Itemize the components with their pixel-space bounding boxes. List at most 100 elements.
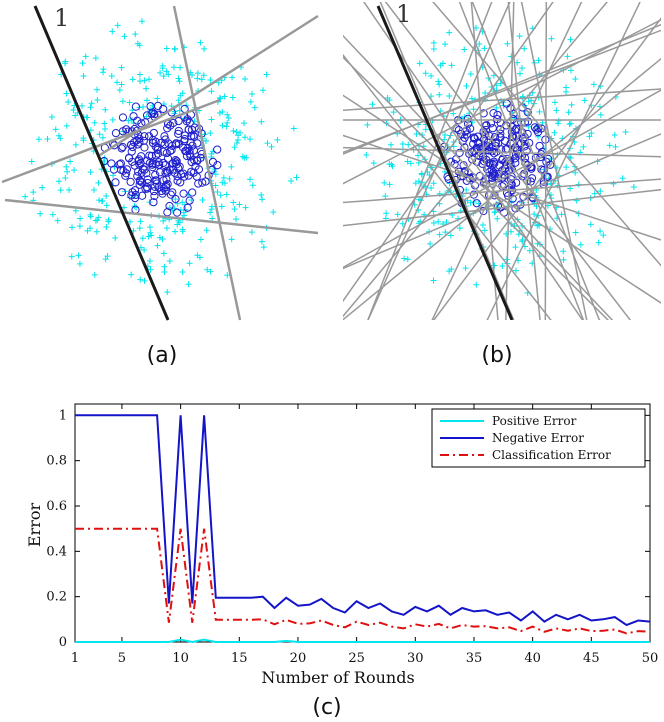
positive-marker <box>159 62 166 69</box>
negative-marker <box>496 133 505 142</box>
positive-marker <box>103 193 110 200</box>
negative-marker <box>176 178 185 187</box>
weak-line <box>432 2 661 267</box>
negative-marker <box>186 138 195 147</box>
positive-marker <box>446 180 453 187</box>
positive-marker <box>430 180 437 187</box>
positive-marker <box>481 227 488 234</box>
positive-marker <box>422 126 429 133</box>
positive-marker <box>586 133 593 140</box>
positive-marker <box>70 106 77 113</box>
weak-line <box>458 2 585 320</box>
negative-marker <box>159 158 168 168</box>
positive-marker <box>82 53 89 60</box>
positive-marker <box>448 62 455 69</box>
weak-line <box>379 2 515 320</box>
negative-marker <box>190 123 199 132</box>
positive-marker <box>468 95 475 102</box>
positive-marker <box>114 79 121 86</box>
positive-marker <box>128 271 135 278</box>
weak-line <box>343 133 661 270</box>
positive-marker <box>447 232 454 239</box>
negative-marker <box>185 196 194 205</box>
negative-marker <box>470 134 479 143</box>
positive-marker <box>137 244 144 251</box>
negative-marker <box>131 190 140 199</box>
positive-marker <box>558 211 565 218</box>
positive-marker <box>157 69 164 76</box>
positive-marker <box>182 206 189 213</box>
positive-marker <box>72 112 79 119</box>
negative-marker <box>118 113 128 122</box>
negative-marker <box>174 126 183 136</box>
positive-marker <box>172 196 179 203</box>
negative-marker <box>166 121 175 130</box>
positive-marker <box>95 179 102 186</box>
positive-marker <box>251 104 258 111</box>
positive-marker <box>39 184 46 191</box>
positive-marker <box>208 116 215 123</box>
negative-marker <box>489 108 498 118</box>
positive-marker <box>504 40 511 47</box>
positive-marker <box>175 97 182 104</box>
positive-marker <box>145 233 152 240</box>
positive-marker <box>404 158 411 165</box>
positive-marker <box>179 228 186 235</box>
negative-marker <box>174 129 183 138</box>
weak-line <box>384 2 632 320</box>
positive-marker <box>69 224 76 231</box>
negative-marker <box>180 172 189 181</box>
positive-marker <box>223 191 230 198</box>
positive-marker <box>96 197 103 204</box>
panel-b-caption: (b) <box>481 343 512 368</box>
positive-marker <box>163 45 170 52</box>
positive-marker <box>231 144 238 151</box>
positive-marker <box>369 101 376 108</box>
negative-marker <box>149 198 158 207</box>
positive-marker <box>473 281 480 288</box>
positive-marker <box>91 187 98 194</box>
positive-marker <box>259 196 266 203</box>
weak-line <box>343 23 661 155</box>
positive-marker <box>92 55 99 62</box>
positive-marker <box>65 98 72 105</box>
positive-marker <box>430 220 437 227</box>
negative-marker <box>514 149 523 158</box>
positive-marker <box>235 132 242 139</box>
positive-marker <box>612 143 619 150</box>
negative-marker <box>488 173 497 182</box>
negative-marker <box>122 169 131 178</box>
positive-marker <box>93 228 100 235</box>
positive-marker <box>436 81 443 88</box>
negative-marker <box>117 188 127 197</box>
positive-marker <box>383 210 390 217</box>
weak-line <box>343 178 661 204</box>
positive-marker <box>137 276 144 283</box>
positive-marker <box>176 219 183 226</box>
y-tick-label: 0.6 <box>46 499 67 514</box>
negative-marker <box>151 160 160 169</box>
weak-line <box>343 89 661 269</box>
negative-marker <box>175 162 184 171</box>
positive-marker <box>293 174 300 181</box>
negative-marker <box>469 190 478 199</box>
negative-marker <box>171 194 180 204</box>
negative-marker <box>163 154 173 163</box>
positive-marker <box>160 73 167 80</box>
negative-marker <box>115 160 124 169</box>
negative-marker <box>134 155 144 164</box>
positive-marker <box>494 215 501 222</box>
positive-marker <box>99 134 106 141</box>
positive-marker <box>96 131 103 138</box>
weak-line <box>367 2 511 320</box>
positive-marker <box>536 108 543 115</box>
positive-marker <box>450 110 457 117</box>
positive-marker <box>600 232 607 239</box>
panel-a-caption: (a) <box>147 343 178 368</box>
positive-marker <box>563 164 570 171</box>
negative-marker <box>127 191 136 200</box>
negative-marker <box>135 134 144 143</box>
panel-a-scatter: 1 <box>1 4 319 321</box>
y-tick-label: 0.8 <box>46 454 67 469</box>
positive-marker <box>239 153 246 160</box>
